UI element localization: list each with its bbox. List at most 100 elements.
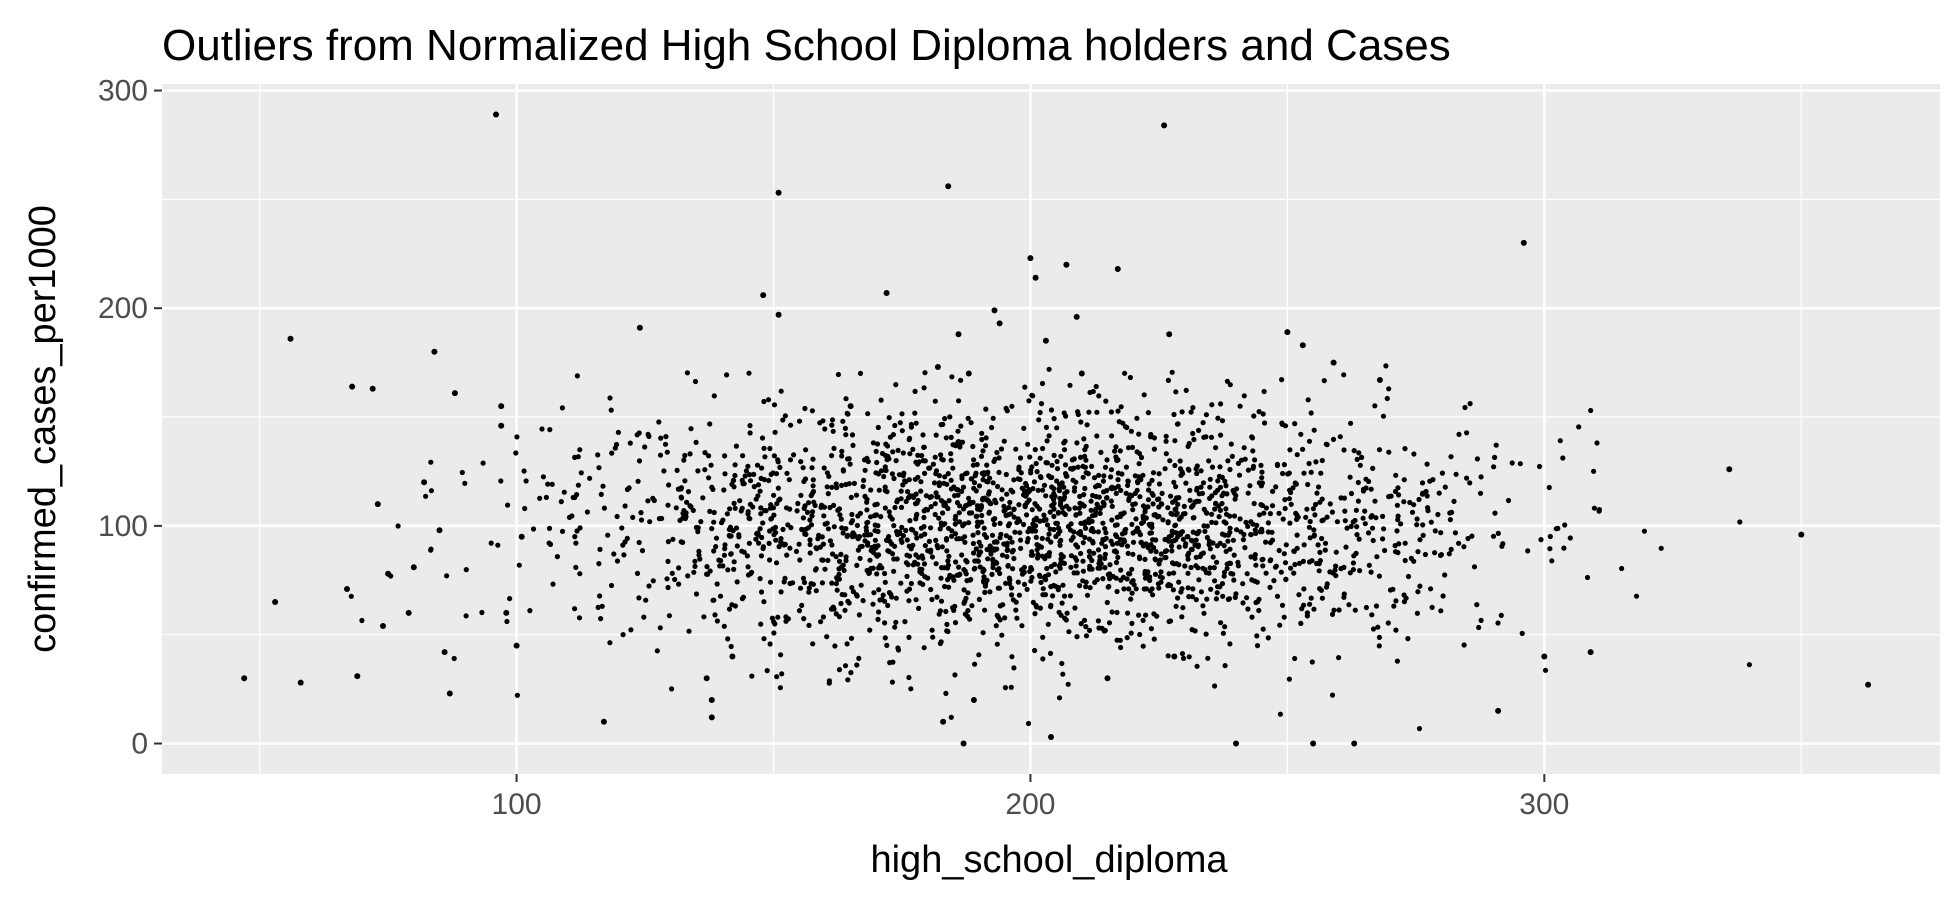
scatter-point <box>1010 547 1016 553</box>
scatter-point <box>1536 463 1543 470</box>
scatter-point <box>1306 559 1313 565</box>
scatter-point <box>1194 463 1200 469</box>
scatter-point <box>1203 412 1209 418</box>
scatter-point <box>799 602 805 609</box>
scatter-point <box>1109 503 1115 509</box>
scatter-point <box>1294 452 1300 458</box>
scatter-point <box>1017 537 1024 543</box>
scatter-point <box>1373 603 1380 609</box>
scatter-point <box>1195 542 1201 548</box>
scatter-point <box>1197 553 1203 560</box>
scatter-point <box>1033 517 1040 523</box>
scatter-point <box>1306 460 1312 467</box>
scatter-point <box>1132 473 1138 479</box>
scatter-point <box>834 587 840 593</box>
scatter-point <box>751 471 757 477</box>
scatter-point <box>1142 575 1149 581</box>
scatter-point <box>1171 411 1177 418</box>
scatter-point <box>706 475 712 481</box>
scatter-point <box>875 523 881 529</box>
scatter-point <box>742 473 748 479</box>
scatter-point <box>1355 498 1361 504</box>
scatter-point <box>1227 546 1233 552</box>
scatter-point <box>884 642 890 649</box>
scatter-point <box>983 443 989 449</box>
scatter-point <box>928 547 934 553</box>
scatter-point <box>1108 467 1115 473</box>
scatter-point <box>794 508 800 514</box>
scatter-point-outlier <box>703 675 710 682</box>
scatter-point <box>1230 487 1236 494</box>
scatter-point <box>889 551 896 557</box>
scatter-point <box>1411 502 1417 508</box>
scatter-point <box>1311 527 1317 533</box>
scatter-point <box>611 551 617 557</box>
scatter-point <box>825 557 831 564</box>
scatter-point <box>1166 538 1172 544</box>
scatter-point <box>1067 593 1073 599</box>
scatter-point <box>1274 462 1281 469</box>
scatter-point <box>1054 466 1061 472</box>
scatter-point <box>1108 538 1114 544</box>
scatter-point <box>1301 586 1307 592</box>
scatter-point <box>1148 626 1154 632</box>
scatter-point <box>1342 518 1348 524</box>
scatter-point <box>1353 507 1359 513</box>
scatter-point <box>1018 470 1024 476</box>
scatter-point <box>1125 610 1131 616</box>
scatter-point-outlier <box>934 364 941 370</box>
scatter-point <box>1319 457 1325 464</box>
scatter-point <box>1214 559 1220 565</box>
scatter-point <box>833 554 839 560</box>
scatter-point <box>904 537 910 543</box>
scatter-point <box>1363 604 1369 611</box>
scatter-point <box>1553 526 1559 532</box>
scatter-point <box>1234 527 1240 533</box>
scatter-point <box>693 439 699 445</box>
scatter-point <box>1505 497 1512 504</box>
scatter-point <box>1267 584 1273 591</box>
scatter-point <box>1130 551 1136 557</box>
scatter-point <box>784 470 790 476</box>
scatter-point <box>1596 507 1602 513</box>
scatter-point <box>1420 522 1426 528</box>
scatter-point <box>1314 490 1320 496</box>
scatter-point <box>1333 549 1339 555</box>
scatter-point <box>856 655 862 662</box>
scatter-point <box>936 482 942 489</box>
scatter-point <box>777 685 784 691</box>
scatter-point <box>1163 554 1169 561</box>
scatter-point <box>1210 540 1216 546</box>
scatter-point-outlier <box>1495 707 1502 714</box>
scatter-point <box>1104 457 1110 463</box>
scatter-point <box>1054 425 1060 431</box>
scatter-point <box>1291 570 1297 576</box>
scatter-point <box>1464 475 1470 481</box>
scatter-point <box>1166 534 1172 540</box>
scatter-point <box>1408 555 1414 562</box>
scatter-point <box>1286 470 1292 476</box>
scatter-point <box>1225 532 1231 538</box>
scatter-point <box>1213 520 1219 526</box>
chart-title: Outliers from Normalized High School Dip… <box>162 21 1451 70</box>
scatter-point <box>1156 504 1162 510</box>
scatter-point <box>704 571 710 577</box>
scatter-point <box>1114 637 1120 643</box>
scatter-point <box>881 473 887 480</box>
scatter-point <box>1029 392 1035 398</box>
scatter-point <box>1261 388 1267 395</box>
scatter-point-outlier <box>518 533 525 540</box>
scatter-point <box>933 468 940 474</box>
scatter-point <box>1129 590 1135 596</box>
scatter-point <box>1196 491 1202 497</box>
scatter-point <box>696 548 702 555</box>
scatter-point <box>975 506 981 512</box>
scatter-point <box>1311 606 1317 612</box>
scatter-point <box>907 518 913 524</box>
scatter-point <box>1094 433 1100 439</box>
scatter-point <box>1329 692 1336 698</box>
scatter-point <box>1451 498 1457 504</box>
scatter-point <box>1008 684 1014 690</box>
scatter-point <box>1096 560 1102 567</box>
scatter-point <box>835 371 842 378</box>
